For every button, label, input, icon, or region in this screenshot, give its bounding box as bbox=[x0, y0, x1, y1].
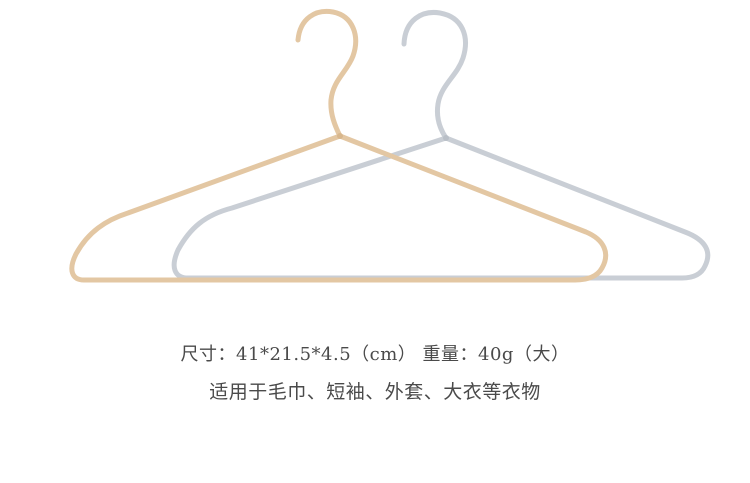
spec-text: 尺寸：41*21.5*4.5（cm） 重量：40g（大） bbox=[180, 344, 570, 365]
silver-hanger-frame bbox=[171, 135, 711, 281]
gold-hanger-joint bbox=[337, 133, 343, 139]
silver-hanger bbox=[171, 9, 711, 281]
silver-hanger-hook bbox=[401, 9, 468, 141]
usage-text: 适用于毛巾、短袖、外套、大衣等衣物 bbox=[209, 381, 541, 403]
hangers-illustration bbox=[69, 8, 711, 283]
gold-hanger-hook bbox=[295, 8, 359, 139]
gold-hanger-frame bbox=[69, 133, 609, 283]
gold-hanger bbox=[69, 8, 609, 283]
silver-hanger-joint bbox=[443, 135, 449, 141]
